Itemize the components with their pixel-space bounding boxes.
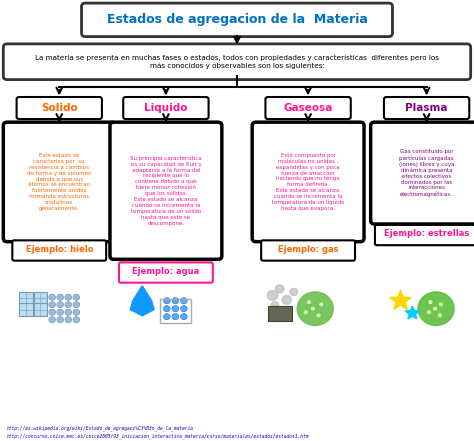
Circle shape [181,298,187,304]
FancyBboxPatch shape [261,240,355,261]
FancyBboxPatch shape [3,122,115,242]
Circle shape [164,298,170,304]
Circle shape [73,302,80,308]
Circle shape [316,313,321,318]
FancyBboxPatch shape [123,97,209,119]
Bar [34,303,47,316]
Text: Ejemplo: hielo: Ejemplo: hielo [26,245,93,254]
Circle shape [49,317,55,323]
Circle shape [57,309,64,315]
Circle shape [172,306,179,312]
Text: Gaseosa: Gaseosa [283,103,333,113]
Circle shape [65,294,72,300]
Circle shape [65,309,72,315]
Circle shape [164,314,170,320]
Circle shape [73,294,80,300]
Circle shape [290,288,298,295]
Circle shape [297,292,333,325]
Circle shape [303,310,309,315]
Circle shape [310,306,316,311]
Text: http://concurso.cnice.mec.es/cnice2005/93_iniciacion_interactiva_materia/curso/m: http://concurso.cnice.mec.es/cnice2005/9… [7,433,310,438]
Text: Ejemplo: gas: Ejemplo: gas [278,245,338,254]
Bar [34,292,47,304]
Circle shape [73,317,80,323]
Polygon shape [405,306,419,319]
FancyBboxPatch shape [3,44,471,79]
Text: Liquido: Liquido [144,103,188,113]
Circle shape [306,300,312,304]
Text: Este estado se
caracteriza por  su
resistencia a cambios
de forma y de volumen
d: Este estado se caracteriza por su resist… [27,153,91,210]
Circle shape [271,302,279,309]
Circle shape [164,306,170,312]
Circle shape [172,314,179,320]
FancyBboxPatch shape [119,262,213,283]
FancyBboxPatch shape [375,225,474,245]
FancyBboxPatch shape [82,3,392,37]
Polygon shape [130,286,154,316]
Text: Está compuesto por
moléculas no unidas ,
expandidas y con poca
fuerza de atracci: Está compuesto por moléculas no unidas ,… [272,153,344,211]
Circle shape [49,294,55,300]
Text: La materia se presenta en muchas fases o estados, todos con propiedades y caract: La materia se presenta en muchas fases o… [35,55,439,69]
Circle shape [172,298,179,304]
Circle shape [275,285,284,293]
Circle shape [418,292,454,325]
Circle shape [181,314,187,320]
Circle shape [57,317,64,323]
Polygon shape [390,290,411,309]
Circle shape [49,302,55,308]
Circle shape [437,313,443,318]
Circle shape [181,306,187,312]
Text: Gas constituido por
partículas cargadas
(iones) libres y cuya
dinámica presenta
: Gas constituido por partículas cargadas … [399,149,455,197]
Circle shape [432,306,438,311]
Circle shape [428,300,433,304]
FancyBboxPatch shape [110,122,222,259]
Bar [160,299,191,323]
Text: Su principal característica
es su capacidad de fluir y
adaptarse a la forma del
: Su principal característica es su capaci… [130,156,202,226]
Circle shape [49,309,55,315]
Circle shape [57,302,64,308]
Text: Estados de agregacion de la  Materia: Estados de agregacion de la Materia [107,13,367,26]
Bar [268,306,292,321]
FancyBboxPatch shape [17,97,102,119]
Text: http://es.wikipedia.org/wiki/Estado_de_agregaci%C3%B3n_de_la_materia: http://es.wikipedia.org/wiki/Estado_de_a… [7,425,194,430]
FancyBboxPatch shape [265,97,351,119]
FancyBboxPatch shape [384,97,469,119]
Text: Ejemplo: agua: Ejemplo: agua [132,267,200,276]
Circle shape [319,302,324,307]
Circle shape [267,291,278,300]
Circle shape [282,295,292,304]
Text: Solido: Solido [41,103,78,113]
FancyBboxPatch shape [12,240,106,261]
Circle shape [73,309,80,315]
Text: Ejemplo: estrellas: Ejemplo: estrellas [384,229,469,238]
Circle shape [65,317,72,323]
Circle shape [438,302,444,307]
Circle shape [57,294,64,300]
FancyBboxPatch shape [252,122,364,242]
Circle shape [65,302,72,308]
Bar [19,303,33,316]
Bar [19,292,33,304]
Text: Plasma: Plasma [405,103,448,113]
FancyBboxPatch shape [371,122,474,224]
Circle shape [427,310,432,315]
